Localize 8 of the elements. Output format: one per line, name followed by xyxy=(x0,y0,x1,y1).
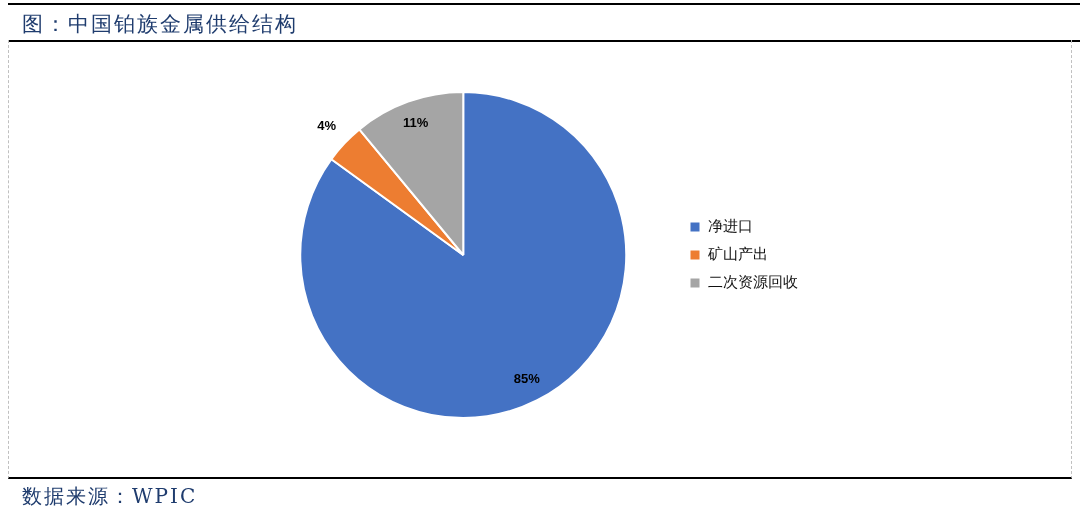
data-label: 11% xyxy=(403,114,429,130)
data-label: 4% xyxy=(317,118,337,134)
source-note: 数据来源：WPIC xyxy=(22,484,198,508)
chart-title: 图：中国铂族金属供给结构 xyxy=(22,11,298,38)
legend-label: 净进口 xyxy=(708,216,753,235)
legend-label: 二次资源回收 xyxy=(708,272,798,291)
data-label: 85% xyxy=(513,371,541,387)
legend-label: 矿山产出 xyxy=(707,244,768,263)
